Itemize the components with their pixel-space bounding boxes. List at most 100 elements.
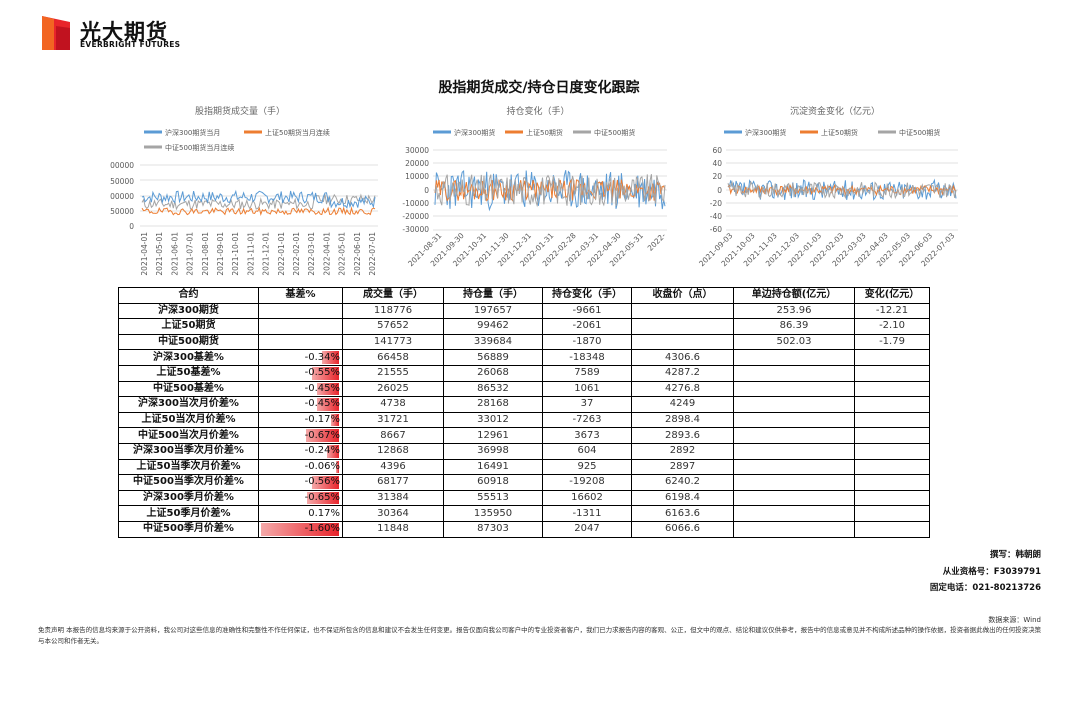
amount-chg-cell xyxy=(854,364,930,382)
futures-table: 合约 基差% 成交量（手） 持仓量（手） 持仓变化（手） 收盘价（点） 单边持仓… xyxy=(118,287,930,538)
everbright-logo-icon xyxy=(42,16,70,50)
oi-cell: 197657 xyxy=(443,302,543,320)
contract-name: 上证50基差% xyxy=(118,364,259,382)
basis-value: -0.17% xyxy=(304,414,340,426)
close-cell: 6198.4 xyxy=(631,489,734,507)
basis-cell: -0.45% xyxy=(258,396,343,413)
amount-cell xyxy=(733,380,855,398)
contract-name: 上证50当次月价差% xyxy=(118,411,259,429)
vol-cell: 57652 xyxy=(342,318,444,335)
basis-bar xyxy=(312,366,339,380)
contract-name: 中证500基差% xyxy=(118,380,259,398)
close-cell: 2892 xyxy=(631,442,734,460)
ytick: -60 xyxy=(710,225,722,234)
close-cell xyxy=(631,333,734,351)
oi-cell: 55513 xyxy=(443,489,543,507)
vol-cell: 31384 xyxy=(342,489,444,507)
close-cell: 2893.6 xyxy=(631,427,734,444)
table-row: 中证500期货 141773 339684 -1870 502.03 -1.79 xyxy=(118,333,930,351)
contract-name: 上证50期货 xyxy=(118,318,259,335)
basis-value: -0.65% xyxy=(304,492,340,504)
xtick: 2021-08-01 xyxy=(201,232,210,276)
basis-bar xyxy=(261,522,339,536)
col-header-oi-change: 持仓变化（手） xyxy=(542,287,632,304)
amount-cell: 502.03 xyxy=(733,333,855,351)
oi-cell: 16491 xyxy=(443,458,543,476)
series-line-zz500 xyxy=(141,193,376,211)
contract-name: 中证500季月价差% xyxy=(118,520,259,538)
table-row: 中证500基差% -0.45% 26025 86532 1061 4276.8 xyxy=(118,380,930,398)
capital-flow-chart: 沉淀资金变化（亿元） 沪深300期货 上证50期货 中证500期货 60 40 … xyxy=(690,100,975,285)
col-header-contract: 合约 xyxy=(118,287,259,304)
ytick: -40 xyxy=(710,212,722,221)
author: 撰写：韩朝朗 xyxy=(989,550,1041,560)
amount-chg-cell xyxy=(854,396,930,413)
oi-cell: 60918 xyxy=(443,474,543,491)
series-line-sz50 xyxy=(141,206,376,217)
table-row: 上证50季月价差% 0.17% 30364 135950 -1311 6163.6 xyxy=(118,505,930,522)
ytick: 10000 xyxy=(405,172,429,181)
basis-bar xyxy=(322,351,339,364)
vol-cell: 31721 xyxy=(342,411,444,429)
amount-chg-cell xyxy=(854,458,930,476)
basis-cell xyxy=(258,302,343,320)
oi-cell: 86532 xyxy=(443,380,543,398)
vol-cell: 4396 xyxy=(342,458,444,476)
license-number: 从业资格号：F3039791 xyxy=(942,567,1041,577)
basis-bar xyxy=(311,476,339,489)
oi-cell: 33012 xyxy=(443,411,543,429)
vol-cell: 66458 xyxy=(342,349,444,366)
col-header-volume: 成交量（手） xyxy=(342,287,444,304)
vol-cell: 30364 xyxy=(342,505,444,522)
close-cell: 6066.6 xyxy=(631,520,734,538)
capital-flow-chart-title: 沉淀资金变化（亿元） xyxy=(790,105,880,117)
table-row: 上证50当次月价差% -0.17% 31721 33012 -7263 2898.4 xyxy=(118,411,930,429)
xtick: 2021-10-01 xyxy=(231,232,240,276)
oi-cell: 12961 xyxy=(443,427,543,444)
close-cell: 4276.8 xyxy=(631,380,734,398)
basis-value: -0.55% xyxy=(304,367,340,379)
amount-chg-cell xyxy=(854,505,930,522)
oi-cell: 26068 xyxy=(443,364,543,382)
table-row: 上证50基差% -0.55% 21555 26068 7589 4287.2 xyxy=(118,364,930,382)
xtick: 2022-06-01 xyxy=(353,232,362,276)
table-row: 上证50当季次月价差% -0.06% 4396 16491 925 2897 xyxy=(118,458,930,476)
col-header-amount-change: 变化(亿元） xyxy=(854,287,930,304)
oi-chg-cell: 7589 xyxy=(542,364,632,382)
xtick: 2022-02-01 xyxy=(292,232,301,276)
basis-cell: -0.67% xyxy=(258,427,343,444)
basis-bar xyxy=(336,460,339,474)
amount-chg-cell xyxy=(854,520,930,538)
col-header-basis: 基差% xyxy=(258,287,343,304)
close-cell xyxy=(631,318,734,335)
legend-hs300: 沪深300期货 xyxy=(745,128,786,137)
disclaimer: 免责声明 本报告的信息均来源于公开资料，我公司对这些信息的准确性和完整性不作任何… xyxy=(38,626,1042,645)
oi-chg-cell: -18348 xyxy=(542,349,632,366)
oi-chg-cell: -1870 xyxy=(542,333,632,351)
xtick: 2022-01-01 xyxy=(277,232,286,276)
contract-name: 沪深300当次月价差% xyxy=(118,396,259,413)
contract-name: 上证50季月价差% xyxy=(118,505,259,522)
amount-chg-cell: -1.79 xyxy=(854,333,930,351)
ytick: 30000 xyxy=(405,146,429,155)
legend-hs300: 沪深300期货当月 xyxy=(165,128,220,137)
vol-cell: 68177 xyxy=(342,474,444,491)
series-line-hs300 xyxy=(141,189,376,209)
legend-sz50: 上证50期货 xyxy=(821,128,858,137)
ytick: 20000 xyxy=(405,159,429,168)
close-cell: 2897 xyxy=(631,458,734,476)
vol-cell: 118776 xyxy=(342,302,444,320)
legend-hs300: 沪深300期货 xyxy=(454,128,495,137)
amount-cell xyxy=(733,349,855,366)
oi-cell: 56889 xyxy=(443,349,543,366)
oi-chg-cell: 37 xyxy=(542,396,632,413)
ytick: 0 xyxy=(129,222,134,231)
ytick: 0 xyxy=(424,186,429,195)
close-cell: 4306.6 xyxy=(631,349,734,366)
amount-cell: 253.96 xyxy=(733,302,855,320)
basis-bar xyxy=(317,382,339,396)
oi-chg-cell: 604 xyxy=(542,442,632,460)
contract-name: 沪深300季月价差% xyxy=(118,489,259,507)
table-row: 中证500当季次月价差% -0.56% 68177 60918 -19208 6240.2 xyxy=(118,474,930,491)
basis-bar xyxy=(307,491,339,505)
